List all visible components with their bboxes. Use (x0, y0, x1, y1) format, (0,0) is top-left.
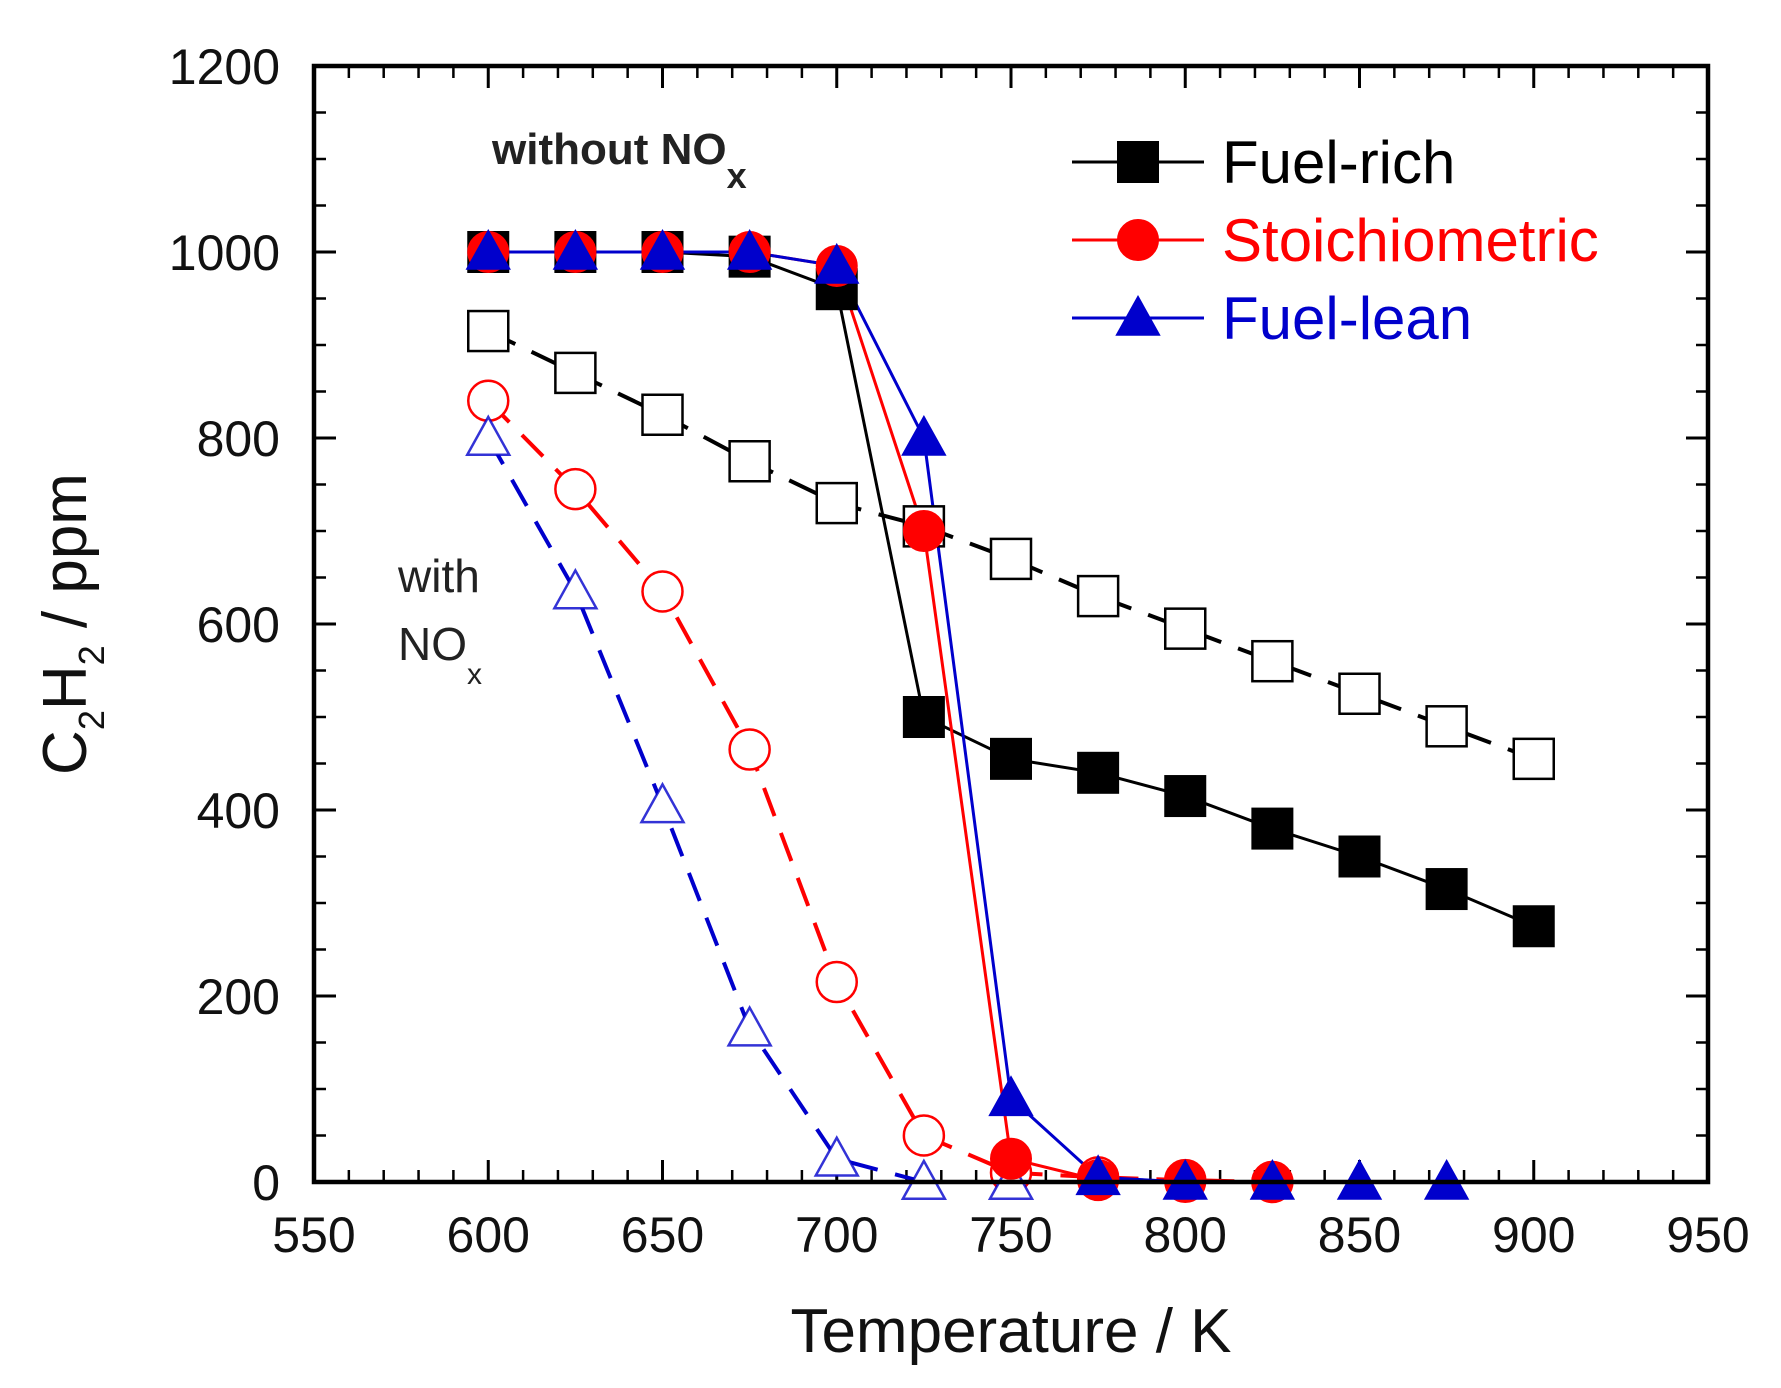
y-axis-title-sub1: 2 (71, 710, 112, 730)
data-point-stoichiometric-without-nox (902, 510, 945, 552)
y-axis-title-h: H (31, 665, 100, 710)
data-point-stoichiometric-without-nox (990, 1137, 1032, 1180)
data-point-fuel-rich-with-nox (1164, 607, 1207, 650)
data-point-fuel-rich-without-nox (1338, 835, 1381, 878)
data-point-fuel-lean-without-nox (465, 228, 511, 270)
data-point-stoichiometric-with-nox (641, 570, 684, 613)
legend-marker (1115, 294, 1161, 336)
data-point-fuel-lean-with-nox (465, 414, 512, 457)
annotation-with-text: NO (398, 618, 467, 670)
y-tick-label: 800 (197, 411, 280, 467)
data-point-fuel-rich-with-nox (1251, 639, 1294, 683)
legend-marker (1117, 141, 1159, 183)
tick-labels: 550 600 650 700 750 800 850 900 950 0 200 400 600 800… (169, 39, 1750, 1263)
data-point-fuel-lean-without-nox (1075, 1154, 1121, 1196)
data-point-fuel-rich-without-nox (1164, 775, 1207, 818)
annotation-with-line2: NOx (398, 618, 482, 691)
data-point-fuel-rich-without-nox (902, 696, 945, 738)
data-point-fuel-rich-with-nox (815, 481, 858, 525)
y-tick-label: 1200 (169, 39, 280, 95)
data-point-fuel-rich-with-nox (554, 351, 597, 395)
data-point-stoichiometric-with-nox (902, 1114, 946, 1157)
data-point-fuel-lean-with-nox (813, 1135, 860, 1177)
x-tick-label: 800 (1144, 1207, 1227, 1263)
x-tick-label: 700 (795, 1207, 878, 1263)
x-tick-label: 550 (272, 1207, 355, 1263)
data-point-fuel-rich-with-nox (728, 440, 771, 483)
y-axis-title: C2H2 / ppm (31, 473, 112, 775)
data-point-fuel-lean-without-nox (552, 228, 599, 270)
x-tick-label: 950 (1666, 1207, 1749, 1263)
annotation-without-nox: without NOx (491, 125, 747, 196)
annotation-with-sub: x (467, 658, 482, 691)
y-axis-title-c: C (31, 730, 100, 775)
data-point-fuel-rich-without-nox (1512, 905, 1555, 948)
data-point-fuel-rich-with-nox (467, 309, 510, 353)
legend-marker (1117, 219, 1159, 261)
data-point-fuel-rich-with-nox (1425, 705, 1468, 748)
legend-label: Stoichiometric (1222, 207, 1599, 274)
y-axis-title-sub2: 2 (71, 645, 112, 665)
data-point-fuel-rich-with-nox (1338, 672, 1381, 715)
data-point-stoichiometric-with-nox (554, 467, 597, 511)
y-tick-label: 400 (197, 783, 280, 839)
x-tick-label: 650 (621, 1207, 704, 1263)
data-point-fuel-rich-without-nox (990, 737, 1032, 780)
data-point-fuel-rich-with-nox (1076, 574, 1120, 618)
data-point-fuel-lean-with-nox (726, 1004, 773, 1047)
y-tick-label: 600 (197, 597, 280, 653)
data-point-fuel-rich-without-nox (1251, 807, 1294, 850)
data-point-fuel-rich-with-nox (641, 393, 684, 436)
x-tick-label: 600 (447, 1207, 530, 1263)
y-axis-title-unit: / ppm (31, 473, 100, 645)
data-point-fuel-rich-with-nox (1512, 737, 1555, 781)
data-point-fuel-rich-without-nox (1425, 868, 1468, 911)
annotation-with-line1: with (397, 550, 480, 602)
data-point-fuel-lean-without-nox (901, 414, 947, 456)
data-point-fuel-lean-without-nox (639, 228, 686, 270)
data-point-fuel-lean-with-nox (639, 781, 686, 824)
data-point-fuel-rich-without-nox (1077, 751, 1120, 794)
annotation-without-text: without NO (491, 125, 727, 174)
x-tick-label: 850 (1318, 1207, 1401, 1263)
data-point-fuel-lean-without-nox (726, 228, 773, 270)
data-point-fuel-lean-without-nox (814, 242, 860, 284)
legend-label: Fuel-lean (1222, 285, 1472, 352)
data-point-fuel-lean-without-nox (988, 1075, 1034, 1117)
x-tick-label: 750 (969, 1207, 1052, 1263)
y-tick-label: 1000 (169, 225, 280, 281)
data-point-stoichiometric-with-nox (728, 728, 771, 771)
y-tick-label: 200 (197, 969, 280, 1025)
data-point-fuel-lean-with-nox (552, 567, 599, 610)
x-tick-label: 900 (1492, 1207, 1575, 1263)
data-point-stoichiometric-with-nox (815, 960, 858, 1004)
y-tick-label: 0 (252, 1155, 280, 1211)
legend-label: Fuel-rich (1222, 129, 1455, 196)
legend: Fuel-rich Stoichiometric Fuel-lean (1072, 129, 1599, 352)
x-axis-title: Temperature / K (790, 1297, 1231, 1366)
annotation-without-sub: x (727, 155, 747, 196)
data-point-fuel-rich-with-nox (989, 537, 1033, 581)
series-line-stoichiometric-with-nox (486, 399, 1273, 1184)
plot-frame (311, 63, 1711, 1185)
